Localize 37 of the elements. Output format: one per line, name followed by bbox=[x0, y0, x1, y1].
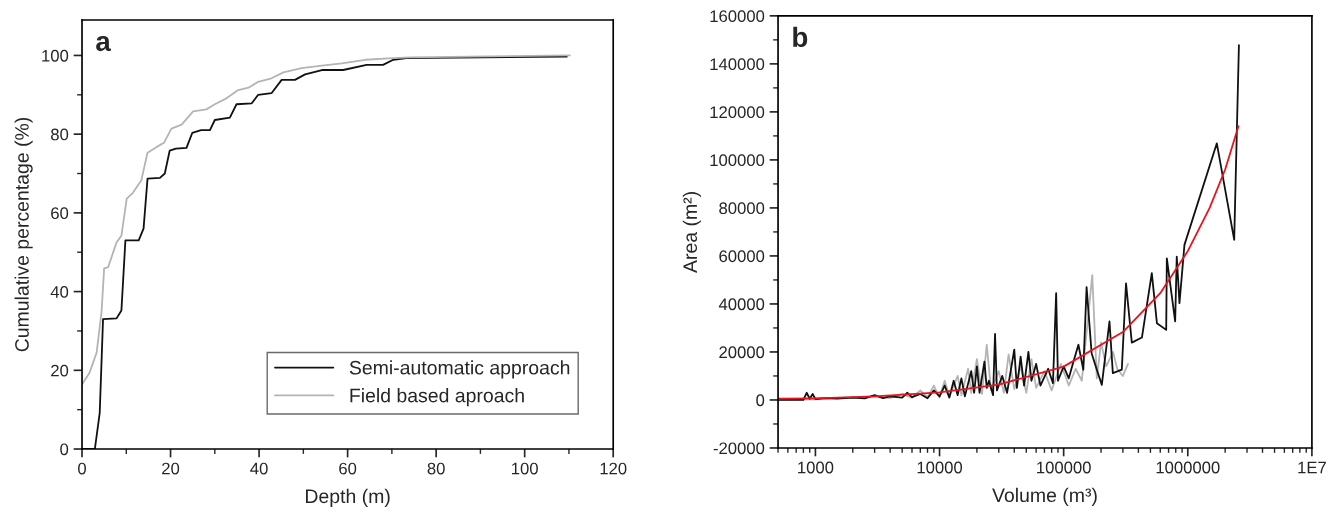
y-tick-label: 60000 bbox=[719, 250, 765, 263]
annotation: b bbox=[793, 26, 808, 48]
y-tick-label: 40 bbox=[50, 285, 69, 298]
x-axis-title: Depth (m) bbox=[305, 488, 390, 507]
x-tick-label: 20 bbox=[162, 462, 180, 475]
x-tick-label: 1E7 bbox=[1298, 461, 1326, 474]
y-tick-label: 20 bbox=[51, 364, 69, 377]
x-tick-label: 0 bbox=[78, 462, 86, 475]
y-tick-label: -20000 bbox=[713, 442, 765, 455]
x-tick-label: 40 bbox=[250, 462, 268, 475]
y-tick-label: 0 bbox=[60, 443, 69, 456]
y-axis-title: Cumulative percentage (%) bbox=[14, 117, 33, 352]
x-tick-label: 1000 bbox=[798, 461, 834, 474]
x-tick-label: 1000000 bbox=[1156, 461, 1220, 474]
x-tick-label: 120 bbox=[600, 462, 627, 475]
y-axis-title: Area (m²) bbox=[682, 192, 701, 273]
y-tick-label: 140000 bbox=[710, 58, 765, 71]
y-tick-label: 100000 bbox=[710, 154, 765, 167]
y-tick-label: 120000 bbox=[710, 106, 765, 119]
y-tick-label: 20000 bbox=[719, 346, 765, 359]
y-tick-label: 80000 bbox=[719, 202, 765, 215]
x-tick-label: 80 bbox=[427, 462, 445, 475]
x-tick-label: 100 bbox=[512, 462, 538, 475]
line-series bbox=[82, 54, 571, 386]
y-tick-label: 40000 bbox=[718, 298, 765, 311]
y-tick-label: 160000 bbox=[710, 10, 765, 23]
x-tick-label: 10000 bbox=[917, 461, 963, 474]
y-tick-label: 80 bbox=[51, 128, 69, 141]
y-tick-label: 100 bbox=[42, 49, 69, 62]
x-tick-label: 60 bbox=[339, 462, 357, 475]
legend-label: Semi-automatic approach bbox=[349, 360, 570, 379]
x-tick-label: 100000 bbox=[1037, 461, 1091, 474]
legend-label: Field based aproach bbox=[350, 388, 524, 407]
y-tick-label: 60 bbox=[51, 207, 69, 220]
y-tick-label: 0 bbox=[756, 394, 765, 407]
annotation: a bbox=[96, 35, 111, 52]
x-axis-title: Volume (m³) bbox=[992, 487, 1097, 506]
